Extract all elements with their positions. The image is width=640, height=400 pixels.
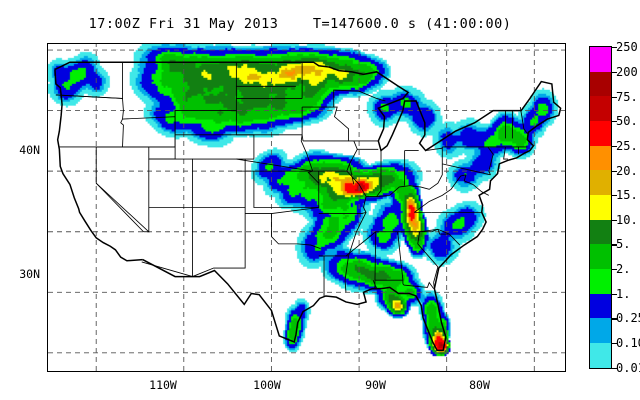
plot-title: 17:00Z Fri 31 May 2013 T=147600.0 s (41:… [88,16,512,32]
coastline [55,62,561,350]
colorbar-label-5: 20. [616,163,638,178]
colorbar-label-8: 5. [616,237,631,252]
colorbar-label-13: 0.01 [616,360,640,375]
colorbar-tick-6 [612,195,617,197]
colorbar-band-4 [590,145,611,171]
colorbar-band-10 [590,293,611,319]
x-tick-100w: 100W [253,378,281,392]
colorbar-tick-0 [612,47,617,49]
colorbar-tick-8 [612,244,617,246]
colorbar-label-12: 0.10 [616,336,640,351]
colorbar-tick-11 [612,318,617,320]
colorbar-label-11: 0.25 [616,311,640,326]
colorbar-tick-12 [612,343,617,345]
y-tick-40n: 40N [19,143,40,157]
colorbar-band-0 [590,47,611,72]
colorbar-band-12 [590,342,611,368]
colorbar-tick-5 [612,170,617,172]
x-tick-90w: 90W [365,378,386,392]
map-plot-area [47,43,566,372]
x-tick-80w: 80W [469,378,490,392]
colorbar-band-9 [590,268,611,294]
colorbar-band-8 [590,244,611,269]
x-tick-110w: 110W [149,378,177,392]
colorbar-label-3: 50. [616,114,638,129]
colorbar-label-1: 200. [616,64,640,79]
colorbar-band-2 [590,96,611,121]
colorbar-band-11 [590,318,611,343]
map-overlay [48,44,565,371]
colorbar-band-3 [590,120,611,146]
colorbar-band-1 [590,71,611,97]
colorbar-tick-9 [612,269,617,271]
colorbar-tick-1 [612,71,617,74]
colorbar [589,46,612,369]
colorbar-label-2: 75. [616,89,638,104]
colorbar-tick-2 [612,96,617,98]
colorbar-label-6: 15. [616,188,638,203]
colorbar-label-4: 25. [616,138,638,153]
colorbar-band-5 [590,170,611,195]
y-tick-30n: 30N [19,267,40,281]
colorbar-tick-13 [612,367,617,369]
colorbar-tick-3 [612,121,617,123]
colorbar-tick-7 [612,219,617,222]
colorbar-label-0: 250. [616,40,640,55]
colorbar-band-6 [590,194,611,220]
colorbar-tick-4 [612,145,617,148]
colorbar-label-10: 1. [616,286,631,301]
colorbar-band-7 [590,219,611,245]
colorbar-tick-10 [612,293,617,295]
colorbar-label-7: 10. [616,212,638,227]
colorbar-label-9: 2. [616,262,631,277]
